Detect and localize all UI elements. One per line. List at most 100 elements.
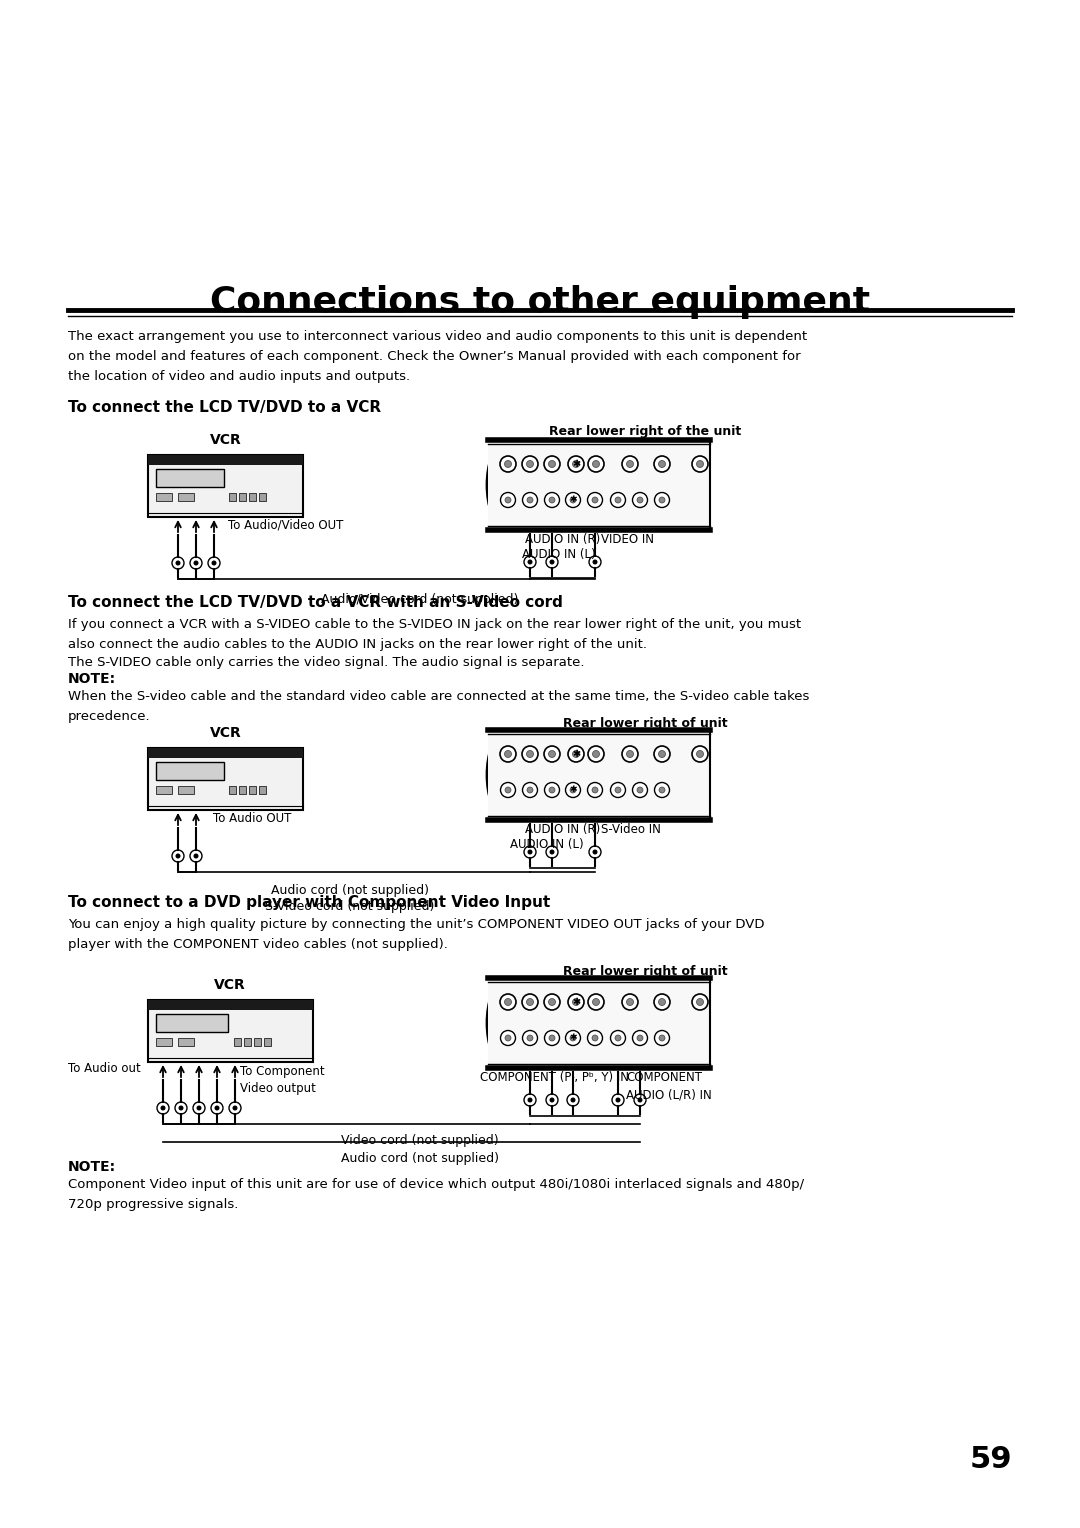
Circle shape (612, 1094, 624, 1106)
Circle shape (610, 1030, 625, 1045)
Circle shape (588, 1030, 603, 1045)
Circle shape (633, 492, 648, 507)
Text: To connect to a DVD player with Component Video Input: To connect to a DVD player with Componen… (68, 895, 550, 911)
Circle shape (527, 750, 534, 758)
FancyBboxPatch shape (264, 1038, 271, 1047)
FancyBboxPatch shape (244, 1038, 251, 1047)
Circle shape (193, 854, 199, 859)
FancyBboxPatch shape (258, 785, 266, 795)
Text: Audio cord (not supplied): Audio cord (not supplied) (271, 885, 429, 897)
Circle shape (697, 750, 703, 758)
Circle shape (659, 497, 665, 503)
Circle shape (637, 787, 643, 793)
Circle shape (546, 1094, 558, 1106)
Text: ✱: ✱ (572, 996, 580, 1007)
Circle shape (504, 460, 512, 468)
Circle shape (500, 782, 515, 798)
Circle shape (633, 782, 648, 798)
Circle shape (549, 998, 555, 1005)
Circle shape (568, 746, 584, 762)
Circle shape (588, 492, 603, 507)
Circle shape (197, 1105, 202, 1111)
FancyBboxPatch shape (156, 494, 172, 501)
Circle shape (592, 497, 598, 503)
FancyBboxPatch shape (156, 1015, 228, 1031)
Circle shape (208, 558, 220, 568)
Circle shape (500, 746, 516, 762)
Circle shape (193, 561, 199, 565)
Circle shape (211, 1102, 222, 1114)
FancyBboxPatch shape (488, 983, 710, 1063)
Circle shape (634, 1094, 646, 1106)
FancyBboxPatch shape (239, 785, 245, 795)
FancyBboxPatch shape (488, 733, 710, 816)
Circle shape (500, 1030, 515, 1045)
Circle shape (550, 1097, 554, 1103)
Circle shape (504, 998, 512, 1005)
FancyBboxPatch shape (148, 999, 313, 1010)
Circle shape (190, 850, 202, 862)
Circle shape (500, 995, 516, 1010)
Text: Rear lower right of unit: Rear lower right of unit (563, 966, 727, 978)
Circle shape (593, 998, 599, 1005)
Circle shape (659, 1034, 665, 1041)
Circle shape (161, 1105, 165, 1111)
Circle shape (654, 455, 670, 472)
Text: COMPONENT
AUDIO (L/R) IN: COMPONENT AUDIO (L/R) IN (626, 1071, 712, 1102)
Circle shape (659, 787, 665, 793)
Circle shape (570, 1034, 576, 1041)
Text: To connect the LCD TV/DVD to a VCR: To connect the LCD TV/DVD to a VCR (68, 400, 381, 416)
Circle shape (175, 1102, 187, 1114)
Text: Rear lower right of unit: Rear lower right of unit (563, 717, 727, 730)
FancyBboxPatch shape (248, 494, 256, 501)
Circle shape (549, 750, 555, 758)
Circle shape (654, 746, 670, 762)
Circle shape (566, 782, 581, 798)
Circle shape (626, 460, 634, 468)
Text: To Audio/Video OUT: To Audio/Video OUT (228, 518, 343, 532)
Circle shape (566, 1030, 581, 1045)
Circle shape (527, 850, 532, 854)
Circle shape (500, 455, 516, 472)
Circle shape (692, 995, 708, 1010)
Circle shape (659, 998, 665, 1005)
FancyBboxPatch shape (254, 1038, 260, 1047)
Circle shape (544, 746, 561, 762)
FancyBboxPatch shape (156, 469, 224, 487)
Circle shape (626, 998, 634, 1005)
FancyBboxPatch shape (156, 762, 224, 779)
Circle shape (546, 556, 558, 568)
Text: AUDIO IN (L): AUDIO IN (L) (510, 837, 583, 851)
Circle shape (616, 1097, 621, 1103)
FancyBboxPatch shape (248, 785, 256, 795)
Circle shape (589, 847, 600, 859)
Circle shape (589, 556, 600, 568)
Circle shape (697, 998, 703, 1005)
FancyBboxPatch shape (178, 494, 194, 501)
Circle shape (572, 460, 580, 468)
Circle shape (622, 995, 638, 1010)
Circle shape (550, 559, 554, 564)
Circle shape (568, 995, 584, 1010)
Circle shape (549, 497, 555, 503)
Circle shape (593, 750, 599, 758)
Circle shape (524, 1094, 536, 1106)
FancyBboxPatch shape (178, 785, 194, 795)
Text: S-Video cord (not supplied): S-Video cord (not supplied) (266, 900, 434, 914)
Circle shape (588, 782, 603, 798)
Circle shape (527, 497, 534, 503)
Circle shape (550, 850, 554, 854)
Circle shape (572, 750, 580, 758)
Circle shape (172, 558, 184, 568)
Circle shape (527, 1097, 532, 1103)
Text: ✱: ✱ (569, 1033, 577, 1042)
Text: NOTE:: NOTE: (68, 672, 117, 686)
FancyBboxPatch shape (148, 455, 303, 516)
Circle shape (172, 850, 184, 862)
Text: VIDEO IN: VIDEO IN (600, 533, 654, 545)
FancyBboxPatch shape (229, 494, 235, 501)
Circle shape (505, 787, 511, 793)
FancyBboxPatch shape (178, 1038, 194, 1047)
Circle shape (523, 782, 538, 798)
FancyBboxPatch shape (148, 749, 303, 758)
